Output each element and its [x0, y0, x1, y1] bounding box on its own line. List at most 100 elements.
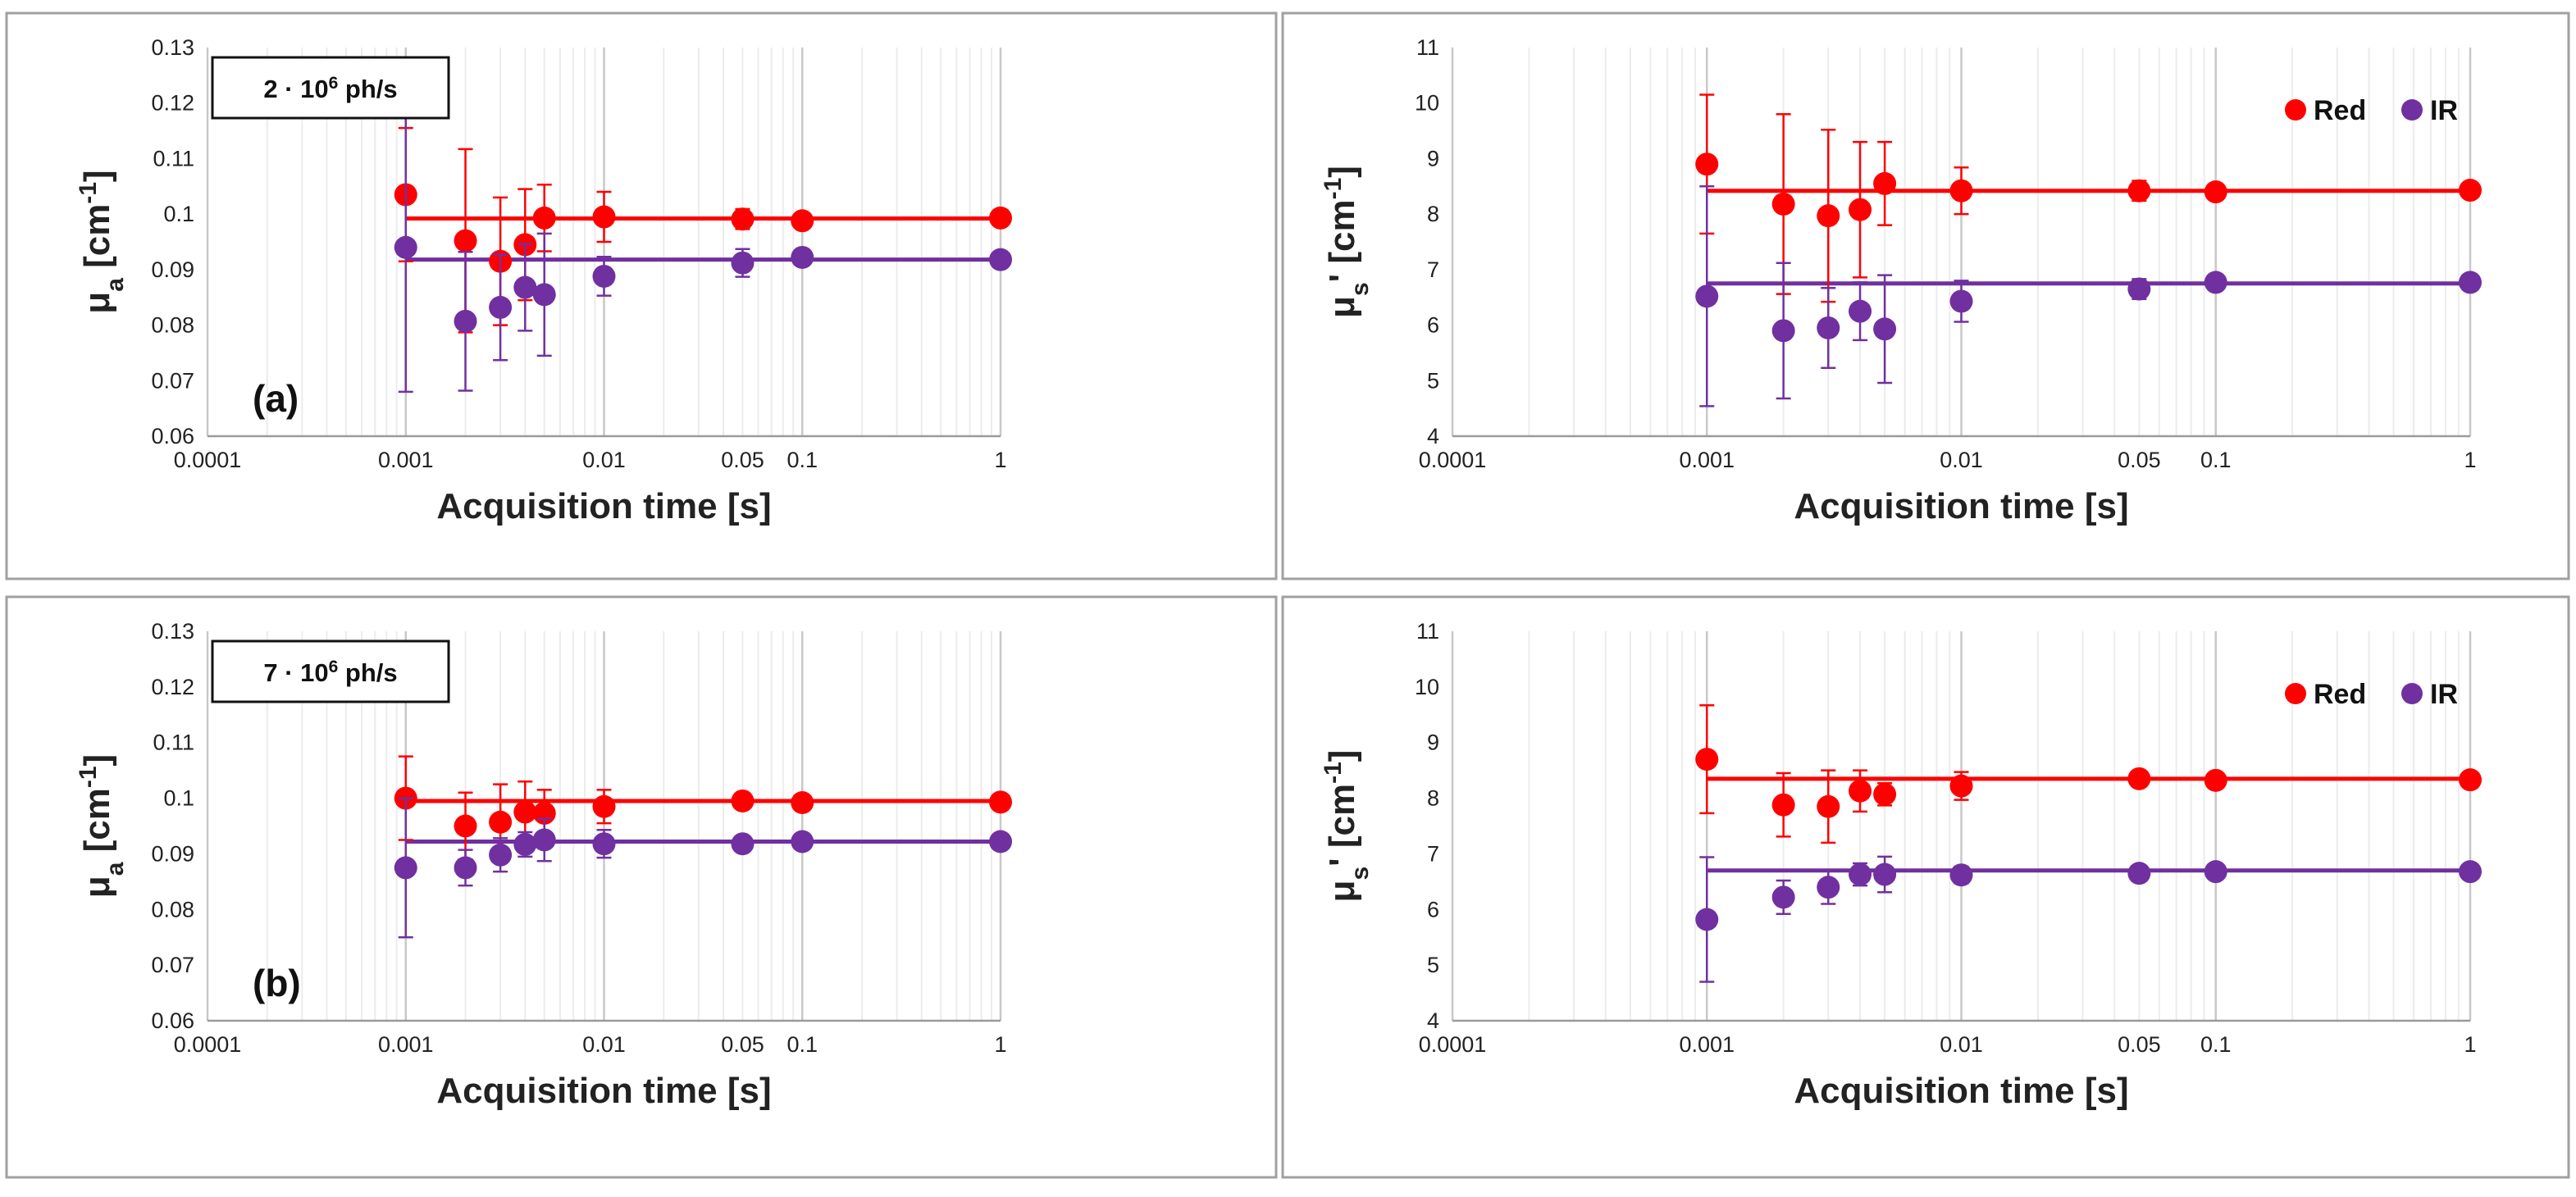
- y-tick-label: 0.1: [163, 786, 194, 811]
- data-point: [454, 814, 477, 838]
- y-axis-title-superscript: -1: [1320, 178, 1347, 200]
- y-tick-label: 9: [1427, 146, 1439, 171]
- x-tick-label: 0.001: [1679, 448, 1735, 472]
- x-tick-label: 0.0001: [174, 448, 242, 472]
- y-axis-title-symbol: μ: [77, 292, 117, 314]
- series-red: [394, 755, 1012, 862]
- data-point: [1695, 284, 1719, 308]
- data-point: [1873, 862, 1897, 886]
- data-point: [989, 790, 1012, 814]
- data-point: [1817, 316, 1840, 339]
- y-tick-label: 0.13: [151, 35, 194, 60]
- photon-rate-label: 7 · 106 ph/s: [263, 658, 397, 688]
- y-axis-title-subscript: s: [1347, 282, 1374, 296]
- data-point: [1873, 782, 1897, 806]
- data-point: [1849, 299, 1872, 323]
- data-point: [2459, 768, 2482, 792]
- photon-rate-exponent: 6: [329, 74, 339, 93]
- data-point: [731, 207, 755, 231]
- y-axis-title-superscript: -1: [75, 766, 102, 788]
- data-point: [989, 248, 1012, 271]
- x-axis-title: Acquisition time [s]: [436, 486, 771, 526]
- legend-label-ir: IR: [2430, 679, 2458, 710]
- y-tick-label: 0.09: [151, 841, 194, 866]
- data-point: [731, 789, 755, 812]
- y-axis-title-subscript: a: [102, 862, 129, 876]
- x-tick-label: 0.05: [2118, 1032, 2161, 1057]
- y-tick-label: 0.1: [163, 202, 194, 226]
- data-point: [1817, 794, 1840, 818]
- data-point: [791, 209, 814, 233]
- photon-rate-box: [211, 56, 450, 120]
- data-point: [489, 810, 513, 834]
- data-point: [454, 856, 477, 880]
- y-axis-title-superscript: -1: [1320, 762, 1347, 784]
- y-tick-label: 0.06: [151, 1008, 194, 1033]
- y-tick-label: 0.06: [151, 424, 194, 448]
- chart-panel-tl: 0.060.070.080.090.10.110.120.130.0001 0.0…: [5, 11, 1278, 580]
- data-point: [1771, 192, 1795, 216]
- x-axis-title: Acquisition time [s]: [436, 1071, 771, 1111]
- data-point: [2204, 180, 2227, 204]
- data-point: [1695, 748, 1719, 771]
- data-point: [1695, 908, 1719, 931]
- photon-rate-base: 7 · 10: [263, 658, 328, 687]
- y-axis-title-symbol: μ: [1322, 296, 1362, 318]
- data-point: [2127, 277, 2151, 301]
- data-point: [489, 843, 513, 867]
- data-point: [1849, 198, 1872, 221]
- x-tick-label: 0.01: [1940, 1032, 1983, 1057]
- data-point: [394, 856, 417, 880]
- y-axis-title-end: ]: [77, 170, 117, 182]
- data-point: [791, 245, 814, 269]
- y-axis-title-unit: [cm: [77, 204, 117, 278]
- x-axis-title: Acquisition time [s]: [1794, 486, 2128, 526]
- y-tick-label: 9: [1427, 730, 1439, 755]
- x-tick-label: 0.05: [721, 1032, 764, 1057]
- y-axis-title-subscript: a: [102, 278, 129, 292]
- data-point: [731, 832, 755, 856]
- panel-label: (b): [253, 962, 301, 1004]
- data-point: [394, 235, 417, 259]
- grid: [1451, 631, 2472, 1021]
- x-tick-label: 1: [994, 448, 1006, 472]
- y-tick-label: 5: [1427, 953, 1439, 977]
- x-tick-label: 0.1: [786, 1032, 818, 1057]
- series-ir: [1695, 185, 2482, 407]
- y-tick-label: 4: [1427, 424, 1439, 448]
- y-axis-title-end: ]: [1322, 750, 1362, 762]
- x-tick-label: 0.001: [378, 448, 434, 472]
- panel-frame: [1281, 11, 2570, 580]
- data-point: [2204, 271, 2227, 294]
- y-tick-label: 0.07: [151, 368, 194, 393]
- data-point: [1849, 862, 1872, 886]
- legend: Red IR: [2285, 679, 2458, 710]
- data-point: [1817, 204, 1840, 228]
- series-ir: [1695, 855, 2482, 983]
- y-axis-title-subscript: s: [1347, 867, 1374, 881]
- data-point: [2459, 860, 2482, 884]
- x-tick-label: 0.05: [721, 448, 764, 472]
- data-point: [1949, 179, 1973, 203]
- x-tick-label: 0.001: [1679, 1032, 1735, 1057]
- y-axis-title-end: ]: [77, 754, 117, 767]
- y-tick-label: 11: [1416, 619, 1439, 644]
- data-point: [592, 205, 616, 229]
- x-tick-label: 0.1: [2200, 448, 2232, 472]
- data-point: [791, 791, 814, 814]
- y-axis-title-symbol: μ: [1322, 881, 1362, 903]
- x-tick-label: 1: [994, 1032, 1006, 1057]
- y-tick-label: 0.08: [151, 313, 194, 338]
- chart-panel-bl: 0.060.070.080.090.10.110.120.130.0001 0.0…: [5, 595, 1278, 1179]
- photon-rate-base: 2 · 10: [263, 75, 328, 103]
- data-point: [989, 206, 1012, 230]
- panels: 0.060.070.080.090.10.110.120.130.0001 0.0…: [5, 11, 2570, 1179]
- x-tick-label: 0.01: [582, 448, 626, 472]
- photon-rate-label: 2 · 106 ph/s: [263, 74, 397, 104]
- y-tick-label: 0.12: [151, 91, 194, 116]
- x-tick-label: 1: [2464, 448, 2476, 472]
- x-tick-label: 0.05: [2118, 448, 2161, 472]
- y-tick-label: 6: [1427, 897, 1439, 922]
- y-tick-label: 8: [1427, 786, 1439, 811]
